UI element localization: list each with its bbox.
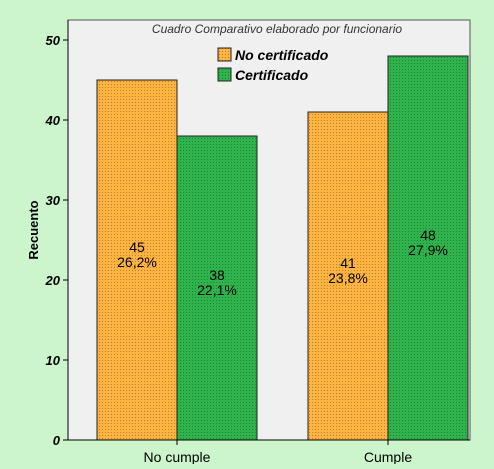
chart-title: Cuadro Comparativo elaborado por funcion… [152, 22, 402, 36]
x-axis: No cumple Cumple [68, 439, 470, 465]
y-tick-label: 50 [46, 33, 61, 48]
data-label-percent: 26,2% [117, 254, 157, 270]
legend-label: No certificado [235, 47, 329, 63]
y-tick-label: 20 [45, 273, 61, 288]
legend-swatch-texture [218, 68, 231, 81]
y-axis-label: Recuento [26, 200, 41, 259]
y-tick-label: 10 [46, 353, 61, 368]
data-label-count: 41 [340, 255, 356, 271]
y-tick-label: 40 [45, 113, 61, 128]
data-label-percent: 22,1% [197, 282, 237, 298]
legend-swatch-texture [218, 48, 231, 61]
data-label-count: 45 [129, 239, 145, 255]
legend-label: Certificado [235, 67, 309, 83]
x-tick-label: Cumple [364, 449, 412, 464]
data-label-count: 38 [209, 267, 225, 283]
data-label-count: 48 [420, 227, 436, 243]
y-tick-label: 0 [53, 433, 61, 448]
y-axis: 0 10 20 30 40 50 [45, 20, 69, 448]
data-label-percent: 23,8% [328, 270, 368, 286]
y-tick-label: 30 [46, 193, 61, 208]
legend: No certificado Certificado [217, 47, 329, 83]
data-label-percent: 27,9% [408, 242, 448, 258]
x-tick-label: No cumple [144, 449, 211, 464]
